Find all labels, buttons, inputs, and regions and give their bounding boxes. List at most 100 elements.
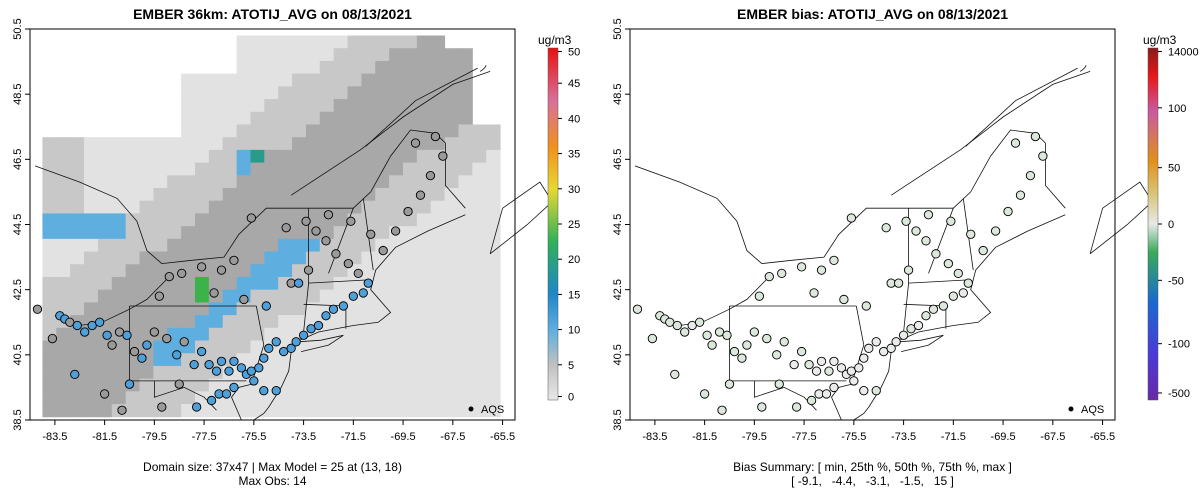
bias-station-marker	[846, 213, 857, 223]
model-grid-cell	[458, 302, 473, 316]
model-grid-cell	[389, 404, 404, 418]
model-grid-cell	[375, 276, 390, 291]
left-footer-line2: Max Obs: 14	[238, 474, 307, 488]
model-grid-cell	[319, 188, 335, 202]
right-footer-line2: [ -9.1, -4.4, -3.1, -1.5, 15 ]	[791, 474, 954, 488]
bias-station-marker	[881, 223, 891, 233]
model-grid-cell	[319, 226, 335, 240]
model-grid-cell	[472, 162, 487, 176]
model-grid-cell	[208, 162, 224, 176]
model-grid-cell	[333, 35, 349, 49]
model-grid-cell	[403, 188, 418, 202]
model-grid-cell	[111, 162, 127, 176]
model-grid-cell	[403, 327, 418, 341]
obs-station-marker	[117, 405, 127, 415]
model-grid-cell	[167, 315, 182, 329]
model-grid-cell	[111, 238, 127, 253]
bias-station-marker	[903, 265, 914, 275]
obs-station-marker	[291, 337, 301, 347]
model-grid-cell	[139, 365, 154, 380]
model-grid-cell	[472, 353, 487, 367]
model-grid-cell	[292, 137, 307, 151]
model-grid-cell	[97, 378, 113, 392]
model-grid-cell	[181, 99, 196, 113]
model-grid-cell	[292, 378, 307, 392]
obs-station-marker	[321, 236, 331, 246]
model-grid-cell	[42, 238, 57, 253]
model-grid-cell	[153, 175, 168, 189]
model-grid-cell	[305, 378, 321, 392]
model-grid-cell	[236, 124, 251, 138]
bias-station-marker	[749, 327, 760, 337]
model-grid-cell	[319, 137, 335, 151]
model-grid-cell	[430, 238, 446, 253]
model-grid-cell	[403, 340, 418, 354]
model-grid-cell	[153, 353, 168, 367]
model-grid-cell	[181, 86, 196, 100]
model-grid-cell	[70, 175, 85, 189]
obs-station-marker	[107, 340, 117, 350]
model-grid-cell	[250, 226, 265, 240]
model-grid-cell	[347, 226, 362, 240]
model-grid-cell	[319, 73, 335, 87]
model-grid-cell	[56, 238, 71, 253]
lat-tick-label: 40.5	[12, 344, 24, 365]
model-grid-cell	[375, 289, 390, 303]
model-grid-cell	[416, 327, 432, 341]
model-grid-cell	[319, 289, 335, 303]
model-grid-cell	[264, 175, 279, 189]
model-grid-cell	[486, 302, 501, 316]
model-grid-cell	[375, 251, 390, 265]
model-grid-cell	[278, 353, 293, 367]
bias-station-marker	[901, 216, 911, 226]
lat-tick-label: 50.5	[612, 18, 624, 39]
model-grid-cell	[278, 315, 293, 329]
obs-station-marker	[321, 311, 331, 321]
bias-station-marker	[990, 226, 1001, 236]
bias-station-marker	[921, 236, 931, 246]
model-grid-cell	[430, 315, 446, 329]
left-legend-label: AQS	[481, 404, 504, 416]
model-grid-cell	[305, 60, 321, 75]
model-grid-cell	[56, 226, 71, 240]
model-grid-cell	[139, 162, 154, 176]
obs-station-marker	[348, 291, 358, 301]
colorbar-tick-label: 20	[568, 254, 580, 266]
model-grid-cell	[333, 404, 349, 418]
lon-tick-label: -67.5	[440, 431, 465, 443]
model-grid-cell	[430, 200, 446, 214]
model-grid-cell	[84, 137, 99, 151]
obs-station-marker	[229, 255, 239, 265]
model-grid-cell	[458, 353, 473, 367]
model-grid-cell	[222, 302, 238, 316]
model-grid-cell	[222, 73, 238, 87]
model-grid-cell	[472, 124, 487, 138]
model-grid-cell	[347, 276, 362, 291]
model-grid-cell	[167, 289, 182, 303]
model-grid-cell	[264, 289, 279, 303]
model-grid-cell	[278, 391, 293, 405]
model-grid-cell	[375, 391, 390, 405]
model-grid-cell	[458, 111, 473, 125]
model-grid-cell	[416, 124, 432, 138]
model-grid-cell	[361, 162, 376, 176]
model-grid-cell	[375, 365, 390, 380]
model-grid-cell	[264, 238, 279, 253]
right-boundaries	[634, 65, 1153, 421]
model-grid-cell	[97, 213, 113, 227]
model-grid-cell	[472, 238, 487, 253]
obs-station-marker	[236, 363, 247, 373]
model-grid-cell	[375, 327, 390, 341]
obs-station-marker	[301, 216, 311, 226]
model-grid-cell	[236, 162, 251, 176]
model-grid-cell	[333, 124, 349, 138]
lon-tick-label: -71.5	[341, 431, 366, 443]
obs-station-marker	[346, 216, 356, 226]
model-grid-cell	[305, 353, 321, 367]
model-grid-cell	[278, 302, 293, 316]
obs-station-marker	[204, 359, 214, 370]
bias-station-marker	[777, 268, 787, 279]
model-grid-cell	[444, 327, 459, 341]
bias-station-marker	[702, 330, 712, 340]
model-grid-cell	[278, 213, 293, 227]
